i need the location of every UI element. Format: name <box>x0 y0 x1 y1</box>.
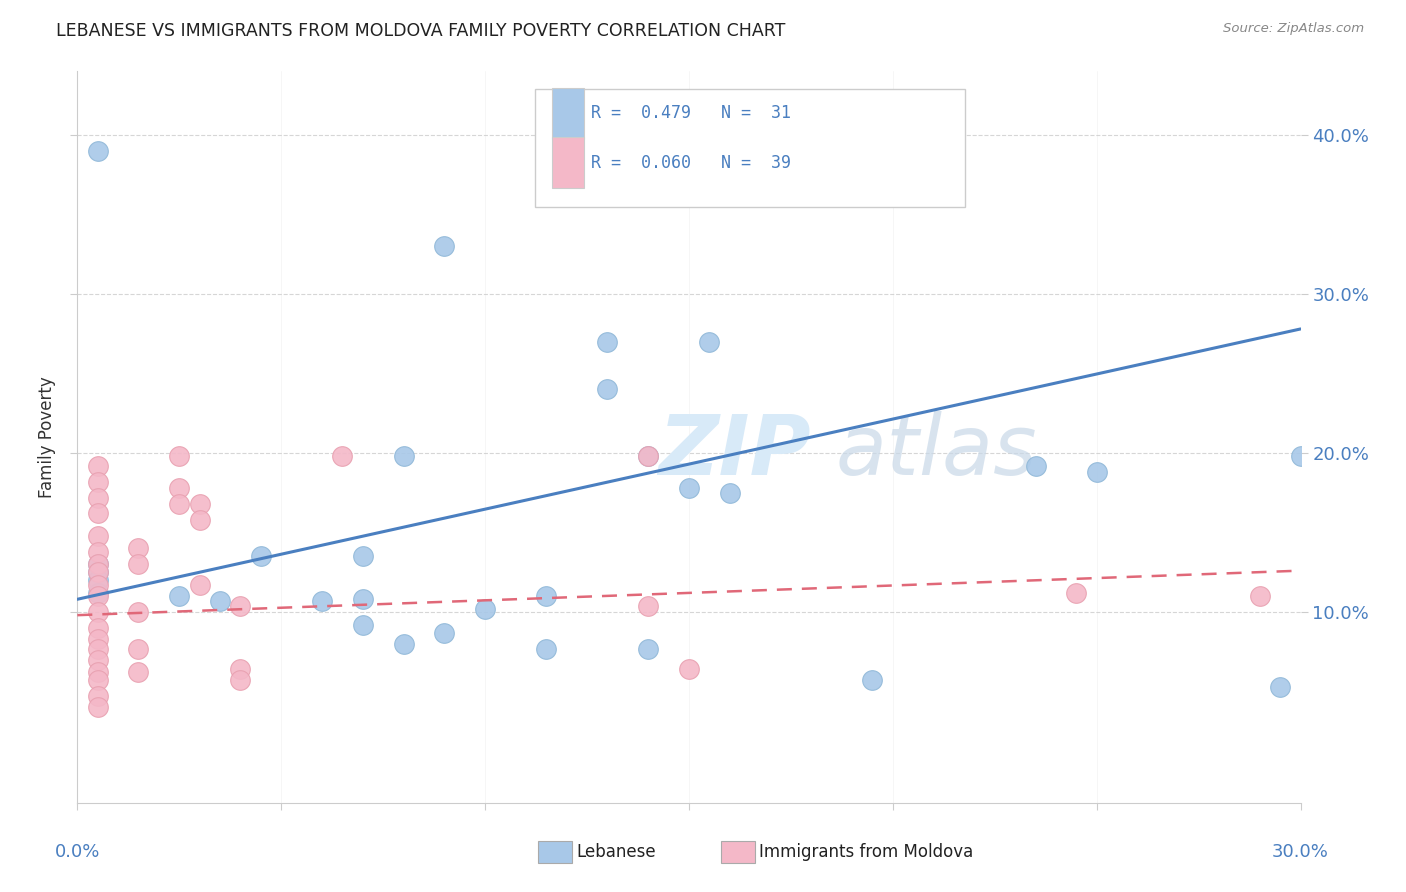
Text: atlas: atlas <box>835 411 1038 492</box>
Point <box>352 549 374 564</box>
Point <box>392 637 415 651</box>
Point <box>87 690 110 704</box>
Point <box>208 594 231 608</box>
Point <box>127 605 149 619</box>
Text: Immigrants from Moldova: Immigrants from Moldova <box>759 843 973 861</box>
Point <box>699 334 721 349</box>
Text: 0.0%: 0.0% <box>55 843 100 861</box>
Point <box>87 491 110 505</box>
Point <box>229 673 252 688</box>
Point <box>87 507 110 521</box>
Point <box>637 449 659 463</box>
Point <box>87 621 110 635</box>
Point <box>352 617 374 632</box>
Point <box>596 334 619 349</box>
Point <box>311 594 333 608</box>
Point <box>169 481 191 495</box>
Point <box>188 497 211 511</box>
Point <box>637 641 659 656</box>
Point <box>87 641 110 656</box>
Point <box>678 481 700 495</box>
Point <box>433 625 456 640</box>
Point <box>87 573 110 587</box>
Point <box>87 544 110 558</box>
Point <box>534 589 557 603</box>
Point <box>862 673 884 688</box>
Point <box>188 513 211 527</box>
Point <box>127 665 149 680</box>
Point <box>596 383 619 397</box>
Point <box>1024 458 1046 473</box>
Point <box>188 578 211 592</box>
Point <box>1268 680 1291 694</box>
Point <box>637 599 659 613</box>
Point <box>87 665 110 680</box>
Point <box>87 558 110 572</box>
Point <box>87 475 110 489</box>
Point <box>169 497 191 511</box>
Text: Source: ZipAtlas.com: Source: ZipAtlas.com <box>1223 22 1364 36</box>
Point <box>87 589 110 603</box>
Point <box>678 662 700 676</box>
Point <box>392 449 415 463</box>
Text: R =  0.479   N =  31: R = 0.479 N = 31 <box>591 104 792 122</box>
Point <box>87 144 110 158</box>
Point <box>87 558 110 572</box>
Point <box>87 586 110 600</box>
Point <box>637 449 659 463</box>
Text: ZIP: ZIP <box>658 411 811 492</box>
Text: Lebanese: Lebanese <box>576 843 657 861</box>
Point <box>87 566 110 580</box>
Point <box>87 566 110 580</box>
Text: 30.0%: 30.0% <box>1272 843 1329 861</box>
Point <box>169 589 191 603</box>
Point <box>87 458 110 473</box>
Point <box>127 641 149 656</box>
Text: R =  0.060   N =  39: R = 0.060 N = 39 <box>591 153 792 172</box>
Point <box>1085 465 1108 479</box>
Point <box>127 558 149 572</box>
Point <box>332 449 354 463</box>
Point <box>1066 586 1088 600</box>
Y-axis label: Family Poverty: Family Poverty <box>38 376 56 498</box>
Point <box>1249 589 1271 603</box>
Point <box>229 662 252 676</box>
Point <box>127 541 149 556</box>
Point <box>229 599 252 613</box>
Point <box>1289 449 1312 463</box>
Point <box>474 602 496 616</box>
Point <box>534 641 557 656</box>
Point <box>169 449 191 463</box>
Point <box>718 485 741 500</box>
Point <box>87 605 110 619</box>
Point <box>87 529 110 543</box>
Point <box>87 673 110 688</box>
Point <box>352 592 374 607</box>
Point <box>87 700 110 714</box>
Point <box>87 578 110 592</box>
Text: LEBANESE VS IMMIGRANTS FROM MOLDOVA FAMILY POVERTY CORRELATION CHART: LEBANESE VS IMMIGRANTS FROM MOLDOVA FAMI… <box>56 22 786 40</box>
Point <box>87 632 110 646</box>
Point <box>87 653 110 667</box>
Point <box>250 549 273 564</box>
Point <box>433 239 456 253</box>
